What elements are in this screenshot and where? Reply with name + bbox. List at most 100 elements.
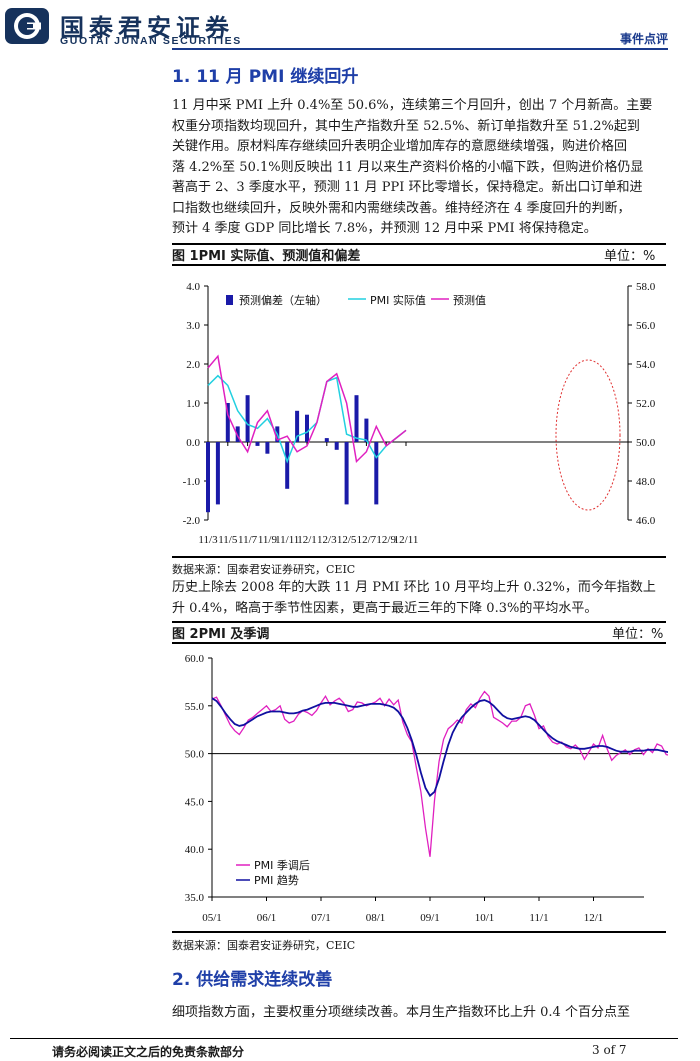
section-1-title: 1. 11 月 PMI 继续回升	[172, 67, 359, 87]
page-number: 3 of 7	[592, 1043, 627, 1057]
deviation-bar	[285, 442, 290, 489]
x-tick-label: 06/1	[257, 912, 277, 924]
deviation-bar	[364, 418, 369, 442]
right-tick-label: 48.0	[636, 476, 656, 488]
paragraph-line: 关键作用。原材料库存继续回升表明企业增加库存的意愿继续增强，购进价格回	[172, 139, 628, 154]
figure-2-top-rule	[172, 621, 666, 623]
pmi-trend-line	[211, 697, 668, 798]
y-tick-label: 40.0	[185, 844, 205, 856]
paragraph-line: 预计 4 季度 GDP 同比增长 7.8%，并预测 12 月中采 PMI 将保持…	[172, 221, 597, 236]
deviation-bar	[215, 442, 220, 505]
x-tick-label: 12/1	[584, 912, 604, 924]
left-tick-label: -2.0	[183, 515, 201, 527]
x-tick-label: 05/1	[202, 912, 222, 924]
footer-divider	[10, 1038, 678, 1039]
legend-swatch-deviation	[226, 295, 233, 305]
right-tick-label: 50.0	[636, 437, 656, 449]
x-tick-label: 12/7	[357, 534, 377, 546]
paragraph-line: 落 4.2%至 50.1%则反映出 11 月以来生产资料价格的小幅下跌，但购进价…	[172, 159, 644, 175]
figure-1-bottom-rule	[172, 556, 666, 558]
paragraph-2: 历史上除去 2008 年的大跌 11 月 PMI 环比 10 月平均上升 0.3…	[172, 578, 666, 619]
y-tick-label: 45.0	[185, 796, 205, 808]
brand-name-cn: 国泰君安证券	[60, 14, 234, 42]
left-tick-label: 1.0	[186, 398, 200, 410]
figure-2-unit: 单位：%	[612, 627, 664, 642]
paragraph-line: 升 0.4%，略高于季节性因素，更高于最近三年的下降 0.3%的平均水平。	[172, 600, 598, 616]
figure-2-title: 图 2PMI 及季调	[172, 627, 270, 642]
paragraph-line: 历史上除去 2008 年的大跌 11 月 PMI 环比 10 月平均上升 0.3…	[172, 580, 656, 595]
paragraph-line: 11 月中采 PMI 上升 0.4%至 50.6%，连续第三个月回升，创出 7 …	[172, 98, 653, 113]
actual-pmi-line	[207, 374, 407, 464]
footer-disclaimer: 请务必阅读正文之后的免责条款部分	[52, 1045, 245, 1059]
deviation-bar	[374, 442, 379, 505]
x-tick-label: 12/1	[297, 534, 317, 546]
deviation-bar	[305, 414, 309, 442]
left-tick-label: -1.0	[183, 476, 201, 488]
company-logo	[3, 6, 51, 46]
legend-label-deviation: 预测偏差（左轴）	[239, 293, 327, 307]
paragraph-line: 口指数也继续回升，反映外需和内需继续改善。维持经济在 4 季度回升的判断，	[172, 200, 631, 216]
section-1-paragraph: 11 月中采 PMI 上升 0.4%至 50.6%，连续第三个月回升，创出 7 …	[172, 96, 666, 240]
x-tick-label: 11/7	[238, 534, 258, 546]
header-divider	[172, 48, 668, 50]
forecast-highlight-ellipse	[555, 359, 621, 511]
deviation-bar	[295, 410, 300, 442]
deviation-bar	[225, 403, 230, 442]
paragraph-line: 著高于 2、3 季度水平，预测 11 月 PPI 环比零增长，保持稳定。新出口订…	[172, 180, 643, 195]
chart2-legend: PMI 季调后 PMI 趋势	[236, 859, 310, 887]
right-tick-label: 52.0	[636, 398, 656, 410]
document-type: 事件点评	[619, 32, 668, 46]
chart1-legend: 预测偏差（左轴） PMI 实际值 预测值	[226, 293, 486, 307]
right-tick-label: 56.0	[636, 320, 656, 332]
right-tick-label: 58.0	[636, 281, 656, 293]
forecast-pmi-line	[207, 354, 407, 464]
x-tick-label: 11/1	[529, 912, 548, 924]
figure-2-title-rule	[172, 642, 666, 644]
deviation-bar	[354, 395, 359, 442]
figure-2-source: 数据来源：国泰君安证券研究，CEIC	[172, 939, 356, 952]
y-tick-label: 55.0	[185, 701, 205, 713]
legend-label-forecast: 预测值	[453, 294, 486, 307]
figure-1-source: 数据来源：国泰君安证券研究，CEIC	[172, 563, 356, 576]
x-tick-label: 07/1	[311, 912, 331, 924]
legend-label-seasonal: PMI 季调后	[254, 859, 310, 872]
deviation-bar	[245, 395, 250, 442]
deviation-bar	[334, 442, 339, 450]
y-tick-label: 50.0	[185, 749, 205, 761]
x-tick-label: 10/1	[475, 912, 495, 924]
x-tick-label: 12/5	[337, 534, 357, 546]
x-tick-label: 11/9	[258, 534, 278, 546]
figure-1-unit: 单位：%	[604, 249, 656, 264]
left-tick-label: 0.0	[186, 437, 200, 449]
legend-label-actual: PMI 实际值	[370, 293, 426, 307]
x-tick-label: 11/3	[198, 534, 218, 546]
pmi-seasonal-line	[211, 690, 668, 857]
x-tick-label: 11/11	[275, 534, 299, 546]
legend-label-trend: PMI 趋势	[254, 874, 299, 887]
x-tick-label: 12/3	[317, 534, 337, 546]
x-tick-label: 11/5	[218, 534, 238, 546]
left-tick-label: 2.0	[186, 359, 200, 371]
figure-2-bottom-rule	[172, 931, 666, 933]
left-tick-label: 4.0	[186, 281, 200, 293]
x-tick-label: 12/9	[376, 534, 396, 546]
left-tick-label: 3.0	[186, 320, 200, 332]
deviation-bar	[206, 442, 210, 513]
y-tick-label: 35.0	[185, 892, 205, 904]
deviation-bar	[324, 438, 329, 442]
figure-1-title: 图 1PMI 实际值、预测值和偏差	[172, 249, 361, 264]
brand-name-en: GUOTAI JUNAN SECURITIES	[60, 35, 242, 47]
x-tick-label: 09/1	[420, 912, 440, 924]
deviation-bar	[255, 442, 260, 446]
deviation-bar	[235, 426, 240, 442]
paragraph-line: 权重分项指数均现回升，其中生产指数升至 52.5%、新订单指数升至 51.2%起…	[172, 118, 640, 134]
x-tick-label: 08/1	[366, 912, 386, 924]
figure-1-title-rule	[172, 264, 666, 266]
figure-2-chart: 60.0 55.0 50.0 45.0 40.0 35.0 05/1 06/1 07/1 08/1…	[185, 653, 668, 924]
section-2-paragraph: 细项指数方面，主要权重分项继续改善。本月生产指数环比上升 0.4 个百分点至	[172, 1005, 630, 1020]
deviation-bar	[344, 442, 349, 505]
right-tick-label: 54.0	[636, 359, 656, 371]
section-2-title: 2. 供给需求连续改善	[172, 970, 333, 990]
figure-1-top-rule	[172, 243, 666, 245]
y-tick-label: 60.0	[185, 653, 205, 665]
